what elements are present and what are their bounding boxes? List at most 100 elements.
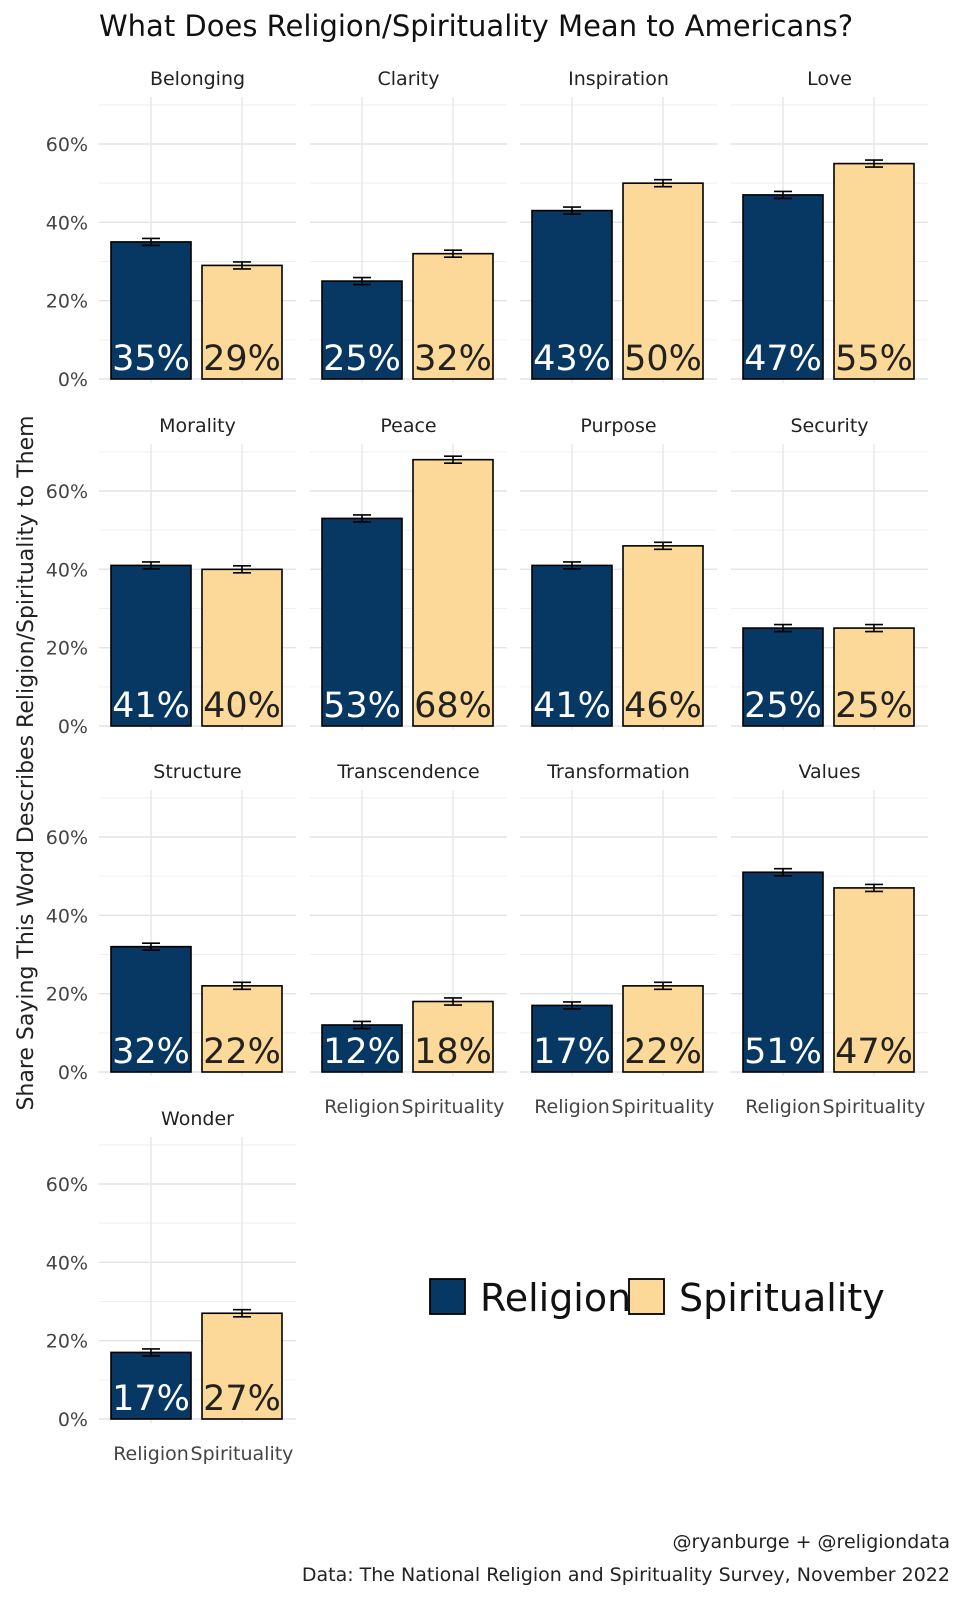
bar-value-label: 12% — [323, 1032, 401, 1072]
legend-swatch-religion — [429, 1278, 466, 1315]
bar-value-label: 18% — [414, 1032, 492, 1072]
bar-value-label: 47% — [744, 339, 822, 379]
facet-title: Love — [807, 68, 852, 90]
bar-value-label: 53% — [323, 686, 401, 726]
facet-title: Transcendence — [336, 761, 479, 783]
facet-wonder: Wonder 0% 20% 40% 60% 17% 27% Religion Spiritual… — [46, 1108, 296, 1465]
bar-value-label: 22% — [624, 1032, 702, 1072]
bar-spirituality — [201, 568, 283, 727]
bar-value-label: 51% — [744, 1032, 822, 1072]
y-tick-label: 60% — [46, 481, 88, 503]
facet-transformation: Transformation 17% 22% Religion Spirituality — [520, 761, 717, 1118]
bar-spirituality — [833, 627, 915, 727]
caption-credit: @ryanburge + @religiondata — [672, 1531, 950, 1553]
y-tick-label: 0% — [58, 1409, 88, 1431]
bar-value-label: 41% — [112, 686, 190, 726]
facet-security: Security 25% 25% — [731, 415, 928, 730]
y-tick-label: 40% — [46, 559, 88, 581]
y-tick-label: 0% — [58, 369, 88, 391]
y-tick-label: 0% — [58, 716, 88, 738]
facet-structure: Structure 0% 20% 40% 60% 32% 22% — [46, 761, 296, 1084]
y-axis-label: Share Saying This Word Describes Religio… — [14, 415, 39, 1110]
bar-value-label: 41% — [533, 686, 611, 726]
bar-value-label: 17% — [533, 1032, 611, 1072]
bar-value-label: 47% — [835, 1032, 913, 1072]
x-tick-label: Religion — [113, 1443, 189, 1465]
bar-religion — [742, 194, 824, 380]
bar-value-label: 46% — [624, 686, 702, 726]
bar-spirituality — [833, 162, 915, 380]
y-tick-label: 20% — [46, 1331, 88, 1353]
facet-title: Purpose — [580, 415, 656, 437]
bar-value-label: 32% — [414, 339, 492, 379]
legend-label-religion: Religion — [480, 1276, 631, 1320]
bar-value-label: 22% — [203, 1032, 281, 1072]
facet-title: Security — [790, 415, 868, 437]
x-tick-label: Spirituality — [191, 1443, 294, 1465]
x-tick-label: Religion — [534, 1096, 610, 1118]
x-tick-label: Religion — [745, 1096, 821, 1118]
x-tick-label: Spirituality — [612, 1096, 715, 1118]
chart-title: What Does Religion/Spirituality Mean to … — [99, 9, 853, 43]
bar-religion — [110, 1351, 192, 1420]
facet-values: Values 51% 47% Religion Spirituality — [731, 761, 928, 1118]
y-tick-label: 40% — [46, 1252, 88, 1274]
y-tick-label: 60% — [46, 134, 88, 156]
bar-religion — [110, 945, 192, 1073]
bar-spirituality — [622, 182, 704, 380]
bar-religion — [742, 871, 824, 1073]
facet-title: Inspiration — [568, 68, 669, 90]
facet-morality: Morality 0% 20% 40% 60% 41% 40% — [46, 415, 296, 738]
legend: Religion Spirituality — [429, 1276, 885, 1320]
y-tick-label: 60% — [46, 1174, 88, 1196]
bar-value-label: 32% — [112, 1032, 190, 1072]
facet-belonging: Belonging 0% 20% 40% 60% 35% 29% — [46, 68, 296, 391]
facet-title: Morality — [159, 415, 236, 437]
x-tick-label: Spirituality — [402, 1096, 505, 1118]
bar-spirituality — [412, 1000, 494, 1073]
bar-religion — [110, 564, 192, 727]
y-tick-label: 40% — [46, 212, 88, 234]
legend-swatch-spirituality — [628, 1278, 665, 1315]
y-tick-label: 20% — [46, 638, 88, 660]
caption-source: Data: The National Religion and Spiritua… — [302, 1564, 950, 1586]
y-tick-label: 0% — [58, 1062, 88, 1084]
facet-panels: Belonging 0% 20% 40% 60% 35% 29% Clarity 25% 32% I… — [46, 68, 928, 1465]
bar-spirituality — [201, 264, 283, 380]
y-tick-label: 20% — [46, 291, 88, 313]
bar-spirituality — [201, 1312, 283, 1420]
facet-title: Peace — [380, 415, 436, 437]
x-tick-label: Religion — [324, 1096, 400, 1118]
y-tick-label: 60% — [46, 827, 88, 849]
bar-value-label: 25% — [323, 339, 401, 379]
bar-value-label: 25% — [744, 686, 822, 726]
x-tick-label: Spirituality — [823, 1096, 926, 1118]
bar-religion — [321, 280, 403, 380]
bar-religion — [531, 209, 613, 380]
facet-purpose: Purpose 41% 46% — [520, 415, 717, 730]
bar-value-label: 43% — [533, 339, 611, 379]
bar-value-label: 27% — [203, 1379, 281, 1419]
bar-spirituality — [201, 985, 283, 1073]
facet-title: Transformation — [546, 761, 690, 783]
y-tick-label: 40% — [46, 905, 88, 927]
legend-label-spirituality: Spirituality — [679, 1276, 885, 1320]
facet-inspiration: Inspiration 43% 50% — [520, 68, 717, 383]
facet-title: Clarity — [378, 68, 440, 90]
facet-love: Love 47% 55% — [731, 68, 928, 383]
bar-religion — [321, 517, 403, 727]
facet-transcendence: Transcendence 12% 18% Religion Spirituality — [310, 761, 507, 1118]
y-tick-label: 20% — [46, 984, 88, 1006]
bar-religion — [531, 1004, 613, 1073]
facet-peace: Peace 53% 68% — [310, 415, 507, 730]
bar-value-label: 68% — [414, 686, 492, 726]
facet-clarity: Clarity 25% 32% — [310, 68, 507, 383]
bar-value-label: 50% — [624, 339, 702, 379]
bar-value-label: 29% — [203, 339, 281, 379]
bar-spirituality — [833, 887, 915, 1073]
facet-title: Structure — [153, 761, 241, 783]
facet-title: Belonging — [150, 68, 245, 90]
bar-value-label: 25% — [835, 686, 913, 726]
bar-spirituality — [412, 458, 494, 727]
